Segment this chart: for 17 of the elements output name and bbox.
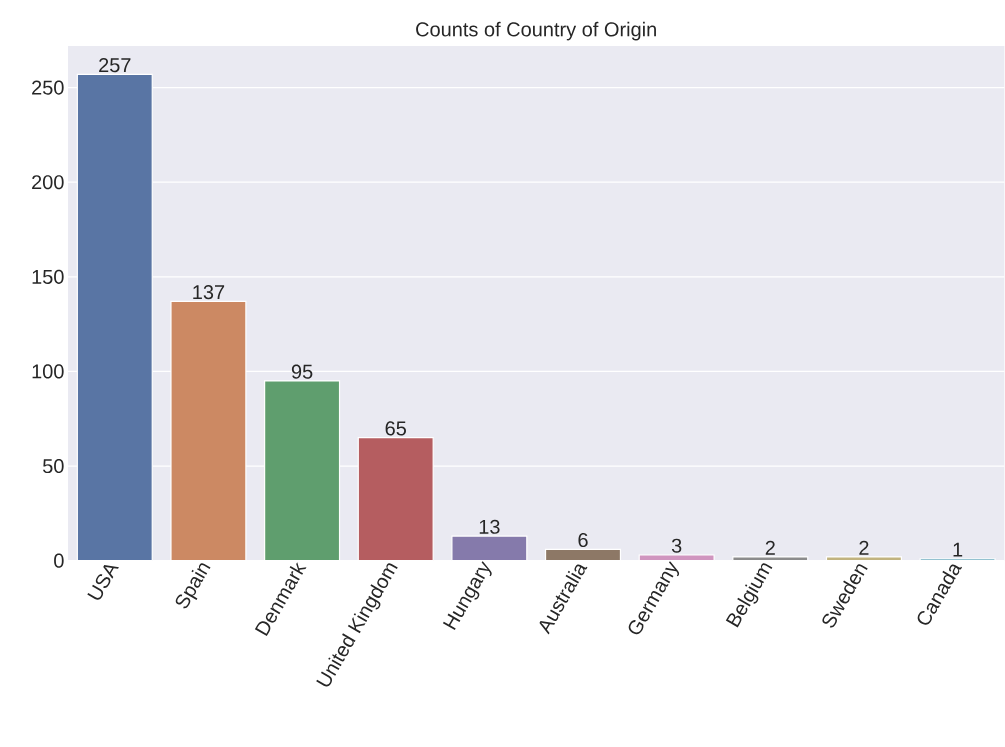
data-label: 257 <box>99 58 131 73</box>
y-tick-label: 200 <box>32 175 64 190</box>
data-label: 6 <box>578 533 588 548</box>
data-label: 1 <box>953 543 963 557</box>
data-label: 2 <box>765 540 775 555</box>
chart-title: Counts of Country of Origin <box>416 22 656 41</box>
data-label: 137 <box>193 285 225 300</box>
y-tick-label: 50 <box>43 459 64 474</box>
data-label: 65 <box>385 421 406 436</box>
y-tick-label: 100 <box>32 364 64 379</box>
data-label: 13 <box>479 519 500 535</box>
data-label: 2 <box>859 540 869 555</box>
data-label: 95 <box>291 364 313 379</box>
data-label: 3 <box>671 538 682 553</box>
y-tick-label: 250 <box>32 80 64 95</box>
y-tick-label: 0 <box>54 553 64 568</box>
y-tick-label: 150 <box>32 269 64 285</box>
